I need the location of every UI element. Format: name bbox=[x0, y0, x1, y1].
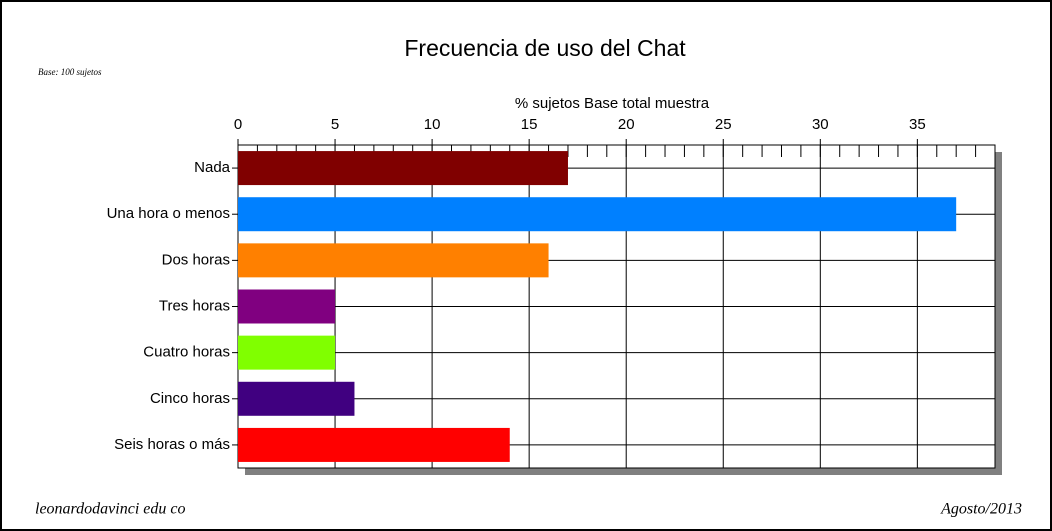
x-tick-label: 10 bbox=[424, 116, 441, 133]
subtitle: Base: 100 sujetos bbox=[38, 67, 102, 77]
x-tick-label: 15 bbox=[521, 116, 538, 133]
y-tick-label: Nada bbox=[194, 159, 231, 176]
footer-right: Agosto/2013 bbox=[940, 501, 1022, 518]
bar bbox=[238, 151, 568, 186]
y-tick-label: Tres horas bbox=[159, 297, 230, 314]
x-tick-label: 5 bbox=[331, 116, 339, 133]
bar bbox=[238, 381, 355, 416]
bar bbox=[238, 197, 957, 232]
y-tick-label: Cuatro horas bbox=[143, 344, 230, 361]
footer-left: leonardodavinci edu co bbox=[35, 501, 185, 518]
bar bbox=[238, 289, 336, 324]
x-axis-label: % sujetos Base total muestra bbox=[515, 95, 710, 112]
y-tick-label: Una hora o menos bbox=[107, 205, 230, 222]
bar bbox=[238, 427, 510, 462]
bar bbox=[238, 243, 549, 278]
x-tick-label: 35 bbox=[909, 116, 926, 133]
bar bbox=[238, 335, 336, 370]
y-tick-label: Dos horas bbox=[162, 251, 230, 268]
y-tick-label: Cinco horas bbox=[150, 390, 230, 407]
x-tick-label: 20 bbox=[618, 116, 635, 133]
x-tick-label: 30 bbox=[812, 116, 829, 133]
x-tick-label: 25 bbox=[715, 116, 732, 133]
x-tick-label: 0 bbox=[234, 116, 242, 133]
y-tick-label: Seis horas o más bbox=[114, 436, 230, 453]
chart-title: Frecuencia de uso del Chat bbox=[404, 35, 686, 61]
